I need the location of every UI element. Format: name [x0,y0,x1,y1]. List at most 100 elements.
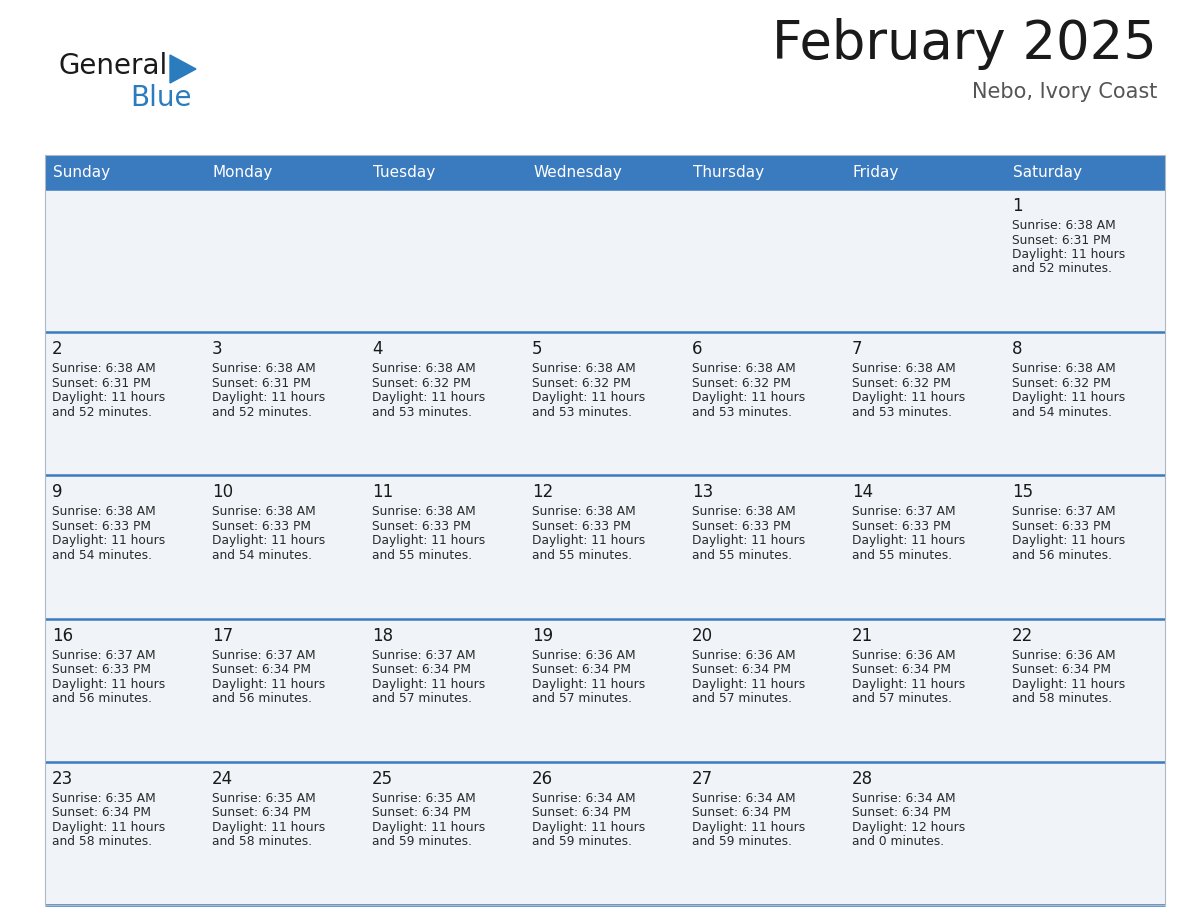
Text: and 57 minutes.: and 57 minutes. [372,692,472,705]
Text: 23: 23 [52,770,74,788]
Text: Daylight: 11 hours: Daylight: 11 hours [211,677,326,690]
Text: Sunset: 6:32 PM: Sunset: 6:32 PM [372,376,470,390]
Text: Daylight: 11 hours: Daylight: 11 hours [532,677,645,690]
Text: Daylight: 11 hours: Daylight: 11 hours [1012,391,1125,404]
Text: Sunset: 6:33 PM: Sunset: 6:33 PM [211,520,311,533]
Text: Sunrise: 6:34 AM: Sunrise: 6:34 AM [691,792,796,805]
Text: Sunrise: 6:38 AM: Sunrise: 6:38 AM [52,363,156,375]
Text: 22: 22 [1012,627,1034,644]
Text: Monday: Monday [213,164,273,180]
Text: Daylight: 11 hours: Daylight: 11 hours [372,534,485,547]
Bar [1005,762,1165,905]
Text: 7: 7 [852,341,862,358]
Text: 28: 28 [852,770,873,788]
Bar [845,762,1005,905]
Text: 17: 17 [211,627,233,644]
Text: Sunrise: 6:38 AM: Sunrise: 6:38 AM [1012,219,1116,232]
Bar [206,476,365,619]
Text: 13: 13 [691,484,713,501]
Text: Sunset: 6:31 PM: Sunset: 6:31 PM [1012,233,1111,247]
Text: Sunset: 6:33 PM: Sunset: 6:33 PM [852,520,952,533]
Text: and 53 minutes.: and 53 minutes. [852,406,952,419]
Text: and 58 minutes.: and 58 minutes. [1012,692,1112,705]
Text: 14: 14 [852,484,873,501]
Text: and 54 minutes.: and 54 minutes. [1012,406,1112,419]
Text: Daylight: 11 hours: Daylight: 11 hours [372,677,485,690]
Text: Sunrise: 6:37 AM: Sunrise: 6:37 AM [852,506,955,519]
Text: and 52 minutes.: and 52 minutes. [211,406,312,419]
Text: 1: 1 [1012,197,1023,215]
Text: Saturday: Saturday [1013,164,1082,180]
Text: and 0 minutes.: and 0 minutes. [852,835,944,848]
Text: 26: 26 [532,770,554,788]
Text: and 57 minutes.: and 57 minutes. [852,692,952,705]
Text: and 59 minutes.: and 59 minutes. [532,835,632,848]
Text: Blue: Blue [129,84,191,112]
Text: 11: 11 [372,484,393,501]
Text: Sunset: 6:34 PM: Sunset: 6:34 PM [211,663,311,676]
Text: and 52 minutes.: and 52 minutes. [1012,263,1112,275]
Text: Sunset: 6:34 PM: Sunset: 6:34 PM [532,806,631,819]
Text: Daylight: 11 hours: Daylight: 11 hours [372,391,485,404]
Text: Daylight: 11 hours: Daylight: 11 hours [532,391,645,404]
Bar [525,332,685,476]
Text: Sunrise: 6:34 AM: Sunrise: 6:34 AM [532,792,636,805]
Bar [365,332,525,476]
Text: and 53 minutes.: and 53 minutes. [532,406,632,419]
Bar [1005,619,1165,762]
Text: Sunset: 6:33 PM: Sunset: 6:33 PM [52,520,151,533]
Text: Daylight: 11 hours: Daylight: 11 hours [691,534,805,547]
Bar [45,762,206,905]
Text: Sunset: 6:33 PM: Sunset: 6:33 PM [372,520,470,533]
Text: Sunrise: 6:38 AM: Sunrise: 6:38 AM [532,506,636,519]
Bar [365,762,525,905]
Text: 12: 12 [532,484,554,501]
Bar [365,476,525,619]
Bar [45,619,206,762]
Text: and 59 minutes.: and 59 minutes. [691,835,792,848]
Text: and 59 minutes.: and 59 minutes. [372,835,472,848]
Bar [45,155,1165,905]
Text: Sunset: 6:31 PM: Sunset: 6:31 PM [52,376,151,390]
Text: Sunset: 6:33 PM: Sunset: 6:33 PM [532,520,631,533]
Bar [845,332,1005,476]
Text: Sunset: 6:34 PM: Sunset: 6:34 PM [691,806,791,819]
Text: 9: 9 [52,484,63,501]
Bar [845,619,1005,762]
Text: Tuesday: Tuesday [373,164,435,180]
Bar [525,476,685,619]
Text: 15: 15 [1012,484,1034,501]
Text: 19: 19 [532,627,554,644]
Bar [1005,189,1165,332]
Text: Sunset: 6:34 PM: Sunset: 6:34 PM [691,663,791,676]
Bar [365,189,525,332]
Bar [1005,332,1165,476]
Text: 8: 8 [1012,341,1023,358]
Text: and 58 minutes.: and 58 minutes. [52,835,152,848]
Bar [525,619,685,762]
Text: Sunrise: 6:38 AM: Sunrise: 6:38 AM [691,506,796,519]
Text: Nebo, Ivory Coast: Nebo, Ivory Coast [972,82,1157,102]
Text: Daylight: 11 hours: Daylight: 11 hours [52,391,165,404]
Text: Sunrise: 6:38 AM: Sunrise: 6:38 AM [211,363,316,375]
Text: Thursday: Thursday [693,164,764,180]
Text: 5: 5 [532,341,543,358]
Text: 3: 3 [211,341,222,358]
Bar [685,189,845,332]
Text: Sunrise: 6:36 AM: Sunrise: 6:36 AM [852,649,955,662]
Text: Sunset: 6:32 PM: Sunset: 6:32 PM [532,376,631,390]
Text: 24: 24 [211,770,233,788]
Polygon shape [170,55,196,83]
Text: Daylight: 11 hours: Daylight: 11 hours [211,534,326,547]
Text: and 55 minutes.: and 55 minutes. [532,549,632,562]
Text: Daylight: 12 hours: Daylight: 12 hours [852,821,965,834]
Text: 21: 21 [852,627,873,644]
Text: Daylight: 11 hours: Daylight: 11 hours [52,821,165,834]
Text: Sunset: 6:31 PM: Sunset: 6:31 PM [211,376,311,390]
Text: Sunrise: 6:35 AM: Sunrise: 6:35 AM [52,792,156,805]
Text: and 56 minutes.: and 56 minutes. [52,692,152,705]
Text: Sunset: 6:34 PM: Sunset: 6:34 PM [852,806,952,819]
Text: and 53 minutes.: and 53 minutes. [372,406,472,419]
Text: and 53 minutes.: and 53 minutes. [691,406,792,419]
Bar [206,189,365,332]
